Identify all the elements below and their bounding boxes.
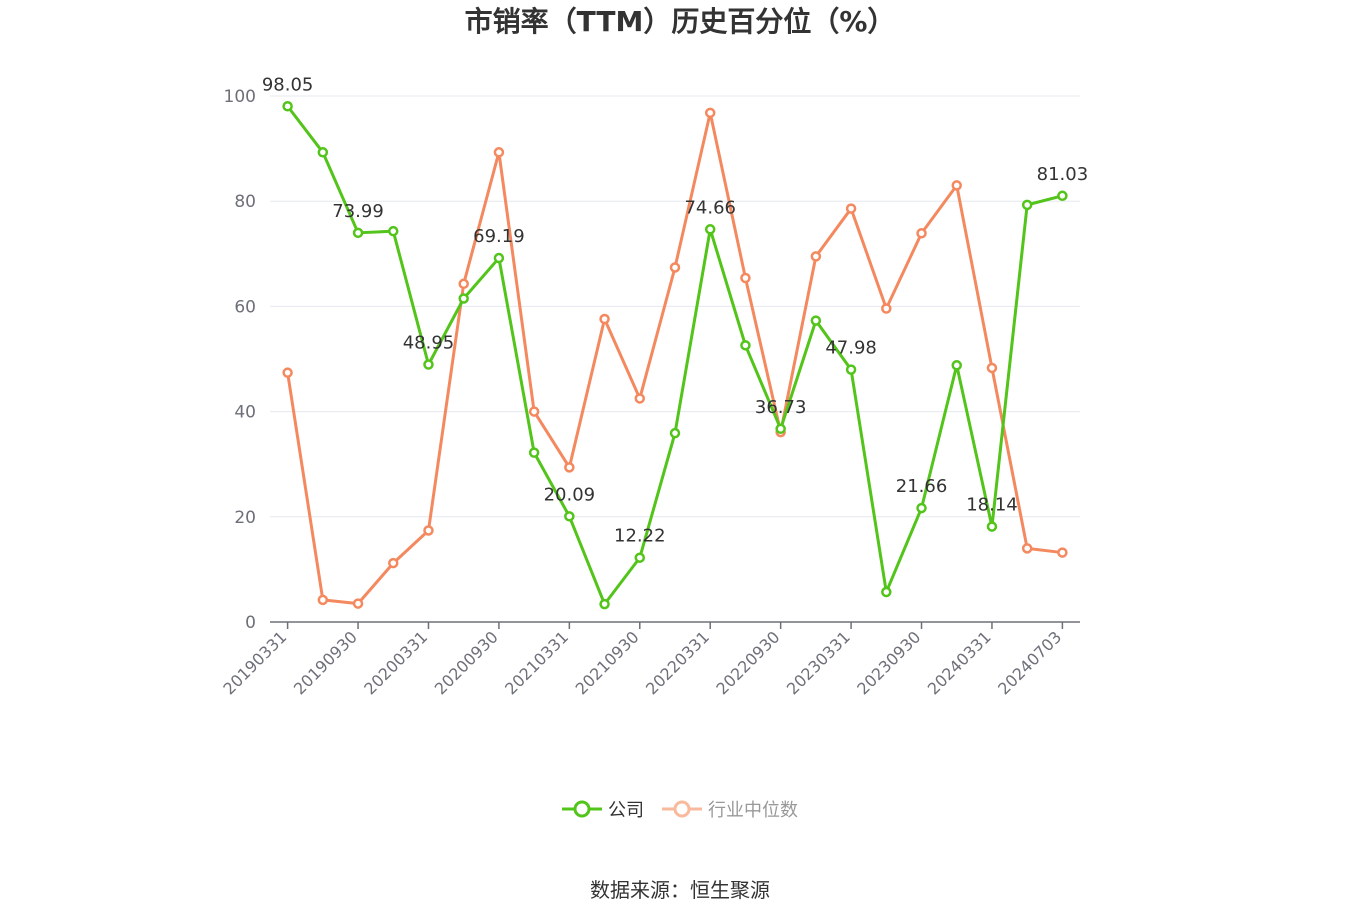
data-point-industry	[916, 228, 927, 239]
legend-item-company[interactable]: 公司	[562, 796, 644, 822]
legend: 公司 行业中位数	[0, 796, 1360, 822]
data-label-company: 36.73	[755, 397, 807, 418]
data-point-industry	[810, 251, 822, 262]
data-point-industry	[881, 303, 892, 314]
data-point-industry	[634, 393, 646, 404]
data-point-industry	[564, 462, 575, 473]
data-point-company	[951, 360, 962, 371]
data-point-company	[493, 252, 505, 264]
data-point-industry	[493, 147, 505, 158]
x-tick-label: 20230930	[853, 627, 924, 698]
y-tick-label: 40	[234, 403, 256, 423]
x-tick-label: 20240703	[994, 627, 1065, 698]
x-tick-label: 20200930	[431, 627, 502, 698]
data-point-industry	[352, 598, 364, 609]
data-label-company: 12.22	[614, 526, 666, 547]
data-point-industry	[669, 262, 681, 273]
data-point-industry	[1021, 543, 1033, 554]
data-label-company: 69.19	[473, 226, 525, 247]
data-point-company	[1021, 199, 1033, 211]
legend-company-icon	[562, 800, 602, 818]
data-point-company	[423, 359, 434, 370]
data-label-company: 47.98	[825, 338, 877, 359]
data-point-company	[881, 586, 892, 598]
series-line-company	[286, 105, 1063, 606]
data-labels: 98.05 73.99 48.95 69.19 20.09 12.22 74.66 36.73…	[262, 74, 1088, 546]
legend-company-label: 公司	[608, 800, 644, 821]
data-label-company: 81.03	[1037, 164, 1089, 185]
series-lines	[282, 101, 1068, 610]
data-point-industry	[951, 180, 962, 191]
data-point-company	[775, 423, 786, 435]
legend-industry-label: 行业中位数	[708, 800, 798, 821]
data-point-company	[352, 227, 364, 239]
data-point-industry	[282, 367, 293, 378]
data-point-industry	[388, 557, 399, 569]
data-label-company: 98.05	[262, 74, 314, 95]
data-point-company	[634, 552, 646, 563]
data-point-company	[599, 598, 610, 610]
data-point-company	[810, 315, 822, 326]
x-tick-label: 20210930	[572, 627, 643, 698]
y-tick-label: 60	[234, 297, 256, 317]
grid-lines	[270, 95, 1080, 518]
data-label-company: 18.14	[966, 495, 1018, 516]
data-label-company: 21.66	[896, 476, 948, 497]
data-point-company	[282, 101, 293, 112]
data-point-industry	[599, 313, 610, 325]
y-tick-label: 80	[234, 192, 256, 212]
data-point-company	[528, 447, 540, 458]
data-point-company	[845, 364, 857, 375]
data-label-company: 48.95	[403, 333, 455, 354]
y-tick-label: 20	[234, 508, 256, 528]
data-point-company	[1057, 190, 1068, 202]
data-point-company	[564, 511, 575, 522]
data-point-company	[669, 427, 681, 439]
data-point-industry	[458, 278, 469, 290]
legend-item-industry[interactable]: 行业中位数	[662, 796, 798, 822]
series-line-industry	[286, 111, 1063, 606]
data-label-company: 73.99	[332, 201, 384, 222]
data-label-company: 74.66	[684, 197, 736, 218]
y-tick-label: 0	[245, 613, 256, 633]
x-tick-label: 20230331	[783, 627, 854, 698]
data-point-company	[458, 293, 469, 304]
x-tick-label: 20210331	[501, 627, 572, 698]
data-source: 数据来源：恒生聚源	[590, 878, 770, 902]
data-point-company	[986, 521, 998, 532]
legend-industry-icon	[662, 800, 702, 818]
data-point-industry	[740, 272, 751, 284]
data-point-company	[740, 340, 751, 351]
data-point-industry	[986, 362, 998, 374]
x-tick-label: 20240331	[924, 627, 995, 698]
data-point-company	[704, 224, 716, 235]
data-point-industry	[317, 594, 329, 606]
data-point-company	[388, 225, 399, 237]
data-point-company	[916, 502, 927, 514]
y-tick-label: 100	[224, 87, 256, 107]
data-point-industry	[423, 525, 434, 536]
x-tick-label: 20200331	[360, 627, 431, 698]
x-tick-label: 20190930	[290, 627, 361, 698]
data-point-industry	[704, 107, 716, 119]
data-point-industry	[1057, 547, 1068, 558]
data-point-industry	[528, 406, 540, 417]
x-tick-label: 20220331	[642, 627, 713, 698]
data-label-company: 20.09	[544, 484, 596, 505]
chart-title: 市销率（TTM）历史百分位（%）	[464, 5, 896, 38]
x-tick-label: 20220930	[712, 627, 783, 698]
x-tick-label: 20190331	[219, 627, 290, 698]
data-point-company	[317, 147, 329, 158]
data-point-industry	[845, 203, 857, 214]
